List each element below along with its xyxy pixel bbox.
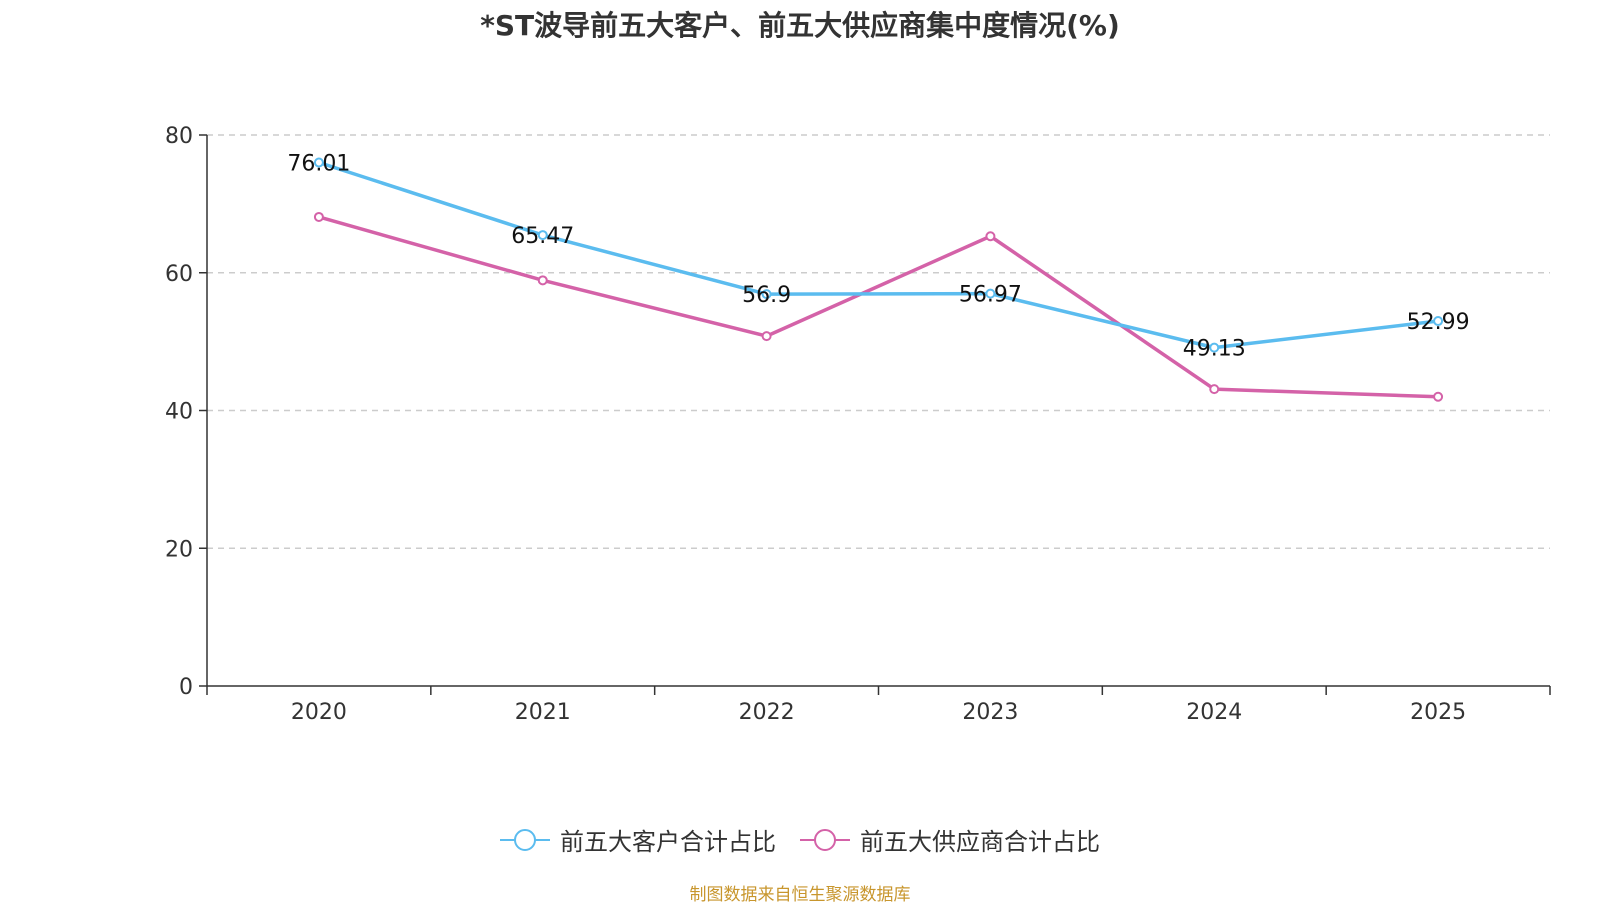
legend-label-customers: 前五大客户合计占比 [560,828,776,856]
data-point [313,157,324,168]
x-tick-label: 2022 [739,700,795,725]
legend-item-suppliers[interactable]: 前五大供应商合计占比 [800,822,1100,857]
data-point [1433,316,1444,327]
y-tick-label: 20 [165,537,193,562]
y-tick-label: 80 [165,124,193,149]
x-tick-label: 2024 [1186,700,1242,725]
legend-line-marker-icon [500,828,550,851]
data-source-note: 制图数据来自恒生聚源数据库 [689,885,911,905]
data-point [537,275,548,286]
y-tick-label: 0 [179,675,193,700]
chart-title: *ST波导前五大客户、前五大供应商集中度情况(%) [480,9,1120,42]
data-point [1433,391,1444,402]
data-label: 49.13 [1183,337,1246,362]
x-tick-label: 2023 [962,700,1018,725]
x-tick-label: 2025 [1410,700,1466,725]
data-point [985,288,996,299]
data-point [1209,342,1220,353]
data-label: 56.97 [959,283,1022,308]
x-tick-label: 2021 [515,700,571,725]
y-tick-label: 60 [165,262,193,287]
data-point [761,331,772,342]
data-point [985,231,996,242]
x-tick-label: 2020 [291,700,347,725]
legend-label-suppliers: 前五大供应商合计占比 [860,828,1100,856]
data-point [761,289,772,300]
legend: 前五大客户合计占比 前五大供应商合计占比 [0,822,1600,857]
data-label: 52.99 [1407,310,1470,335]
series-line [318,160,1439,350]
y-tick-label: 40 [165,400,193,425]
legend-item-customers[interactable]: 前五大客户合计占比 [500,822,776,857]
data-label: 76.01 [287,151,350,176]
data-label: 65.47 [511,224,574,249]
legend-line-marker-icon [800,828,850,851]
data-point [537,230,548,241]
data-point [313,211,324,222]
series-line [318,215,1439,399]
data-label: 56.9 [742,283,791,308]
data-point [1209,384,1220,395]
line-chart: 0 20 40 60 80 2020 2021 2022 2023 2024 2025 76.01 65… [165,124,1551,725]
